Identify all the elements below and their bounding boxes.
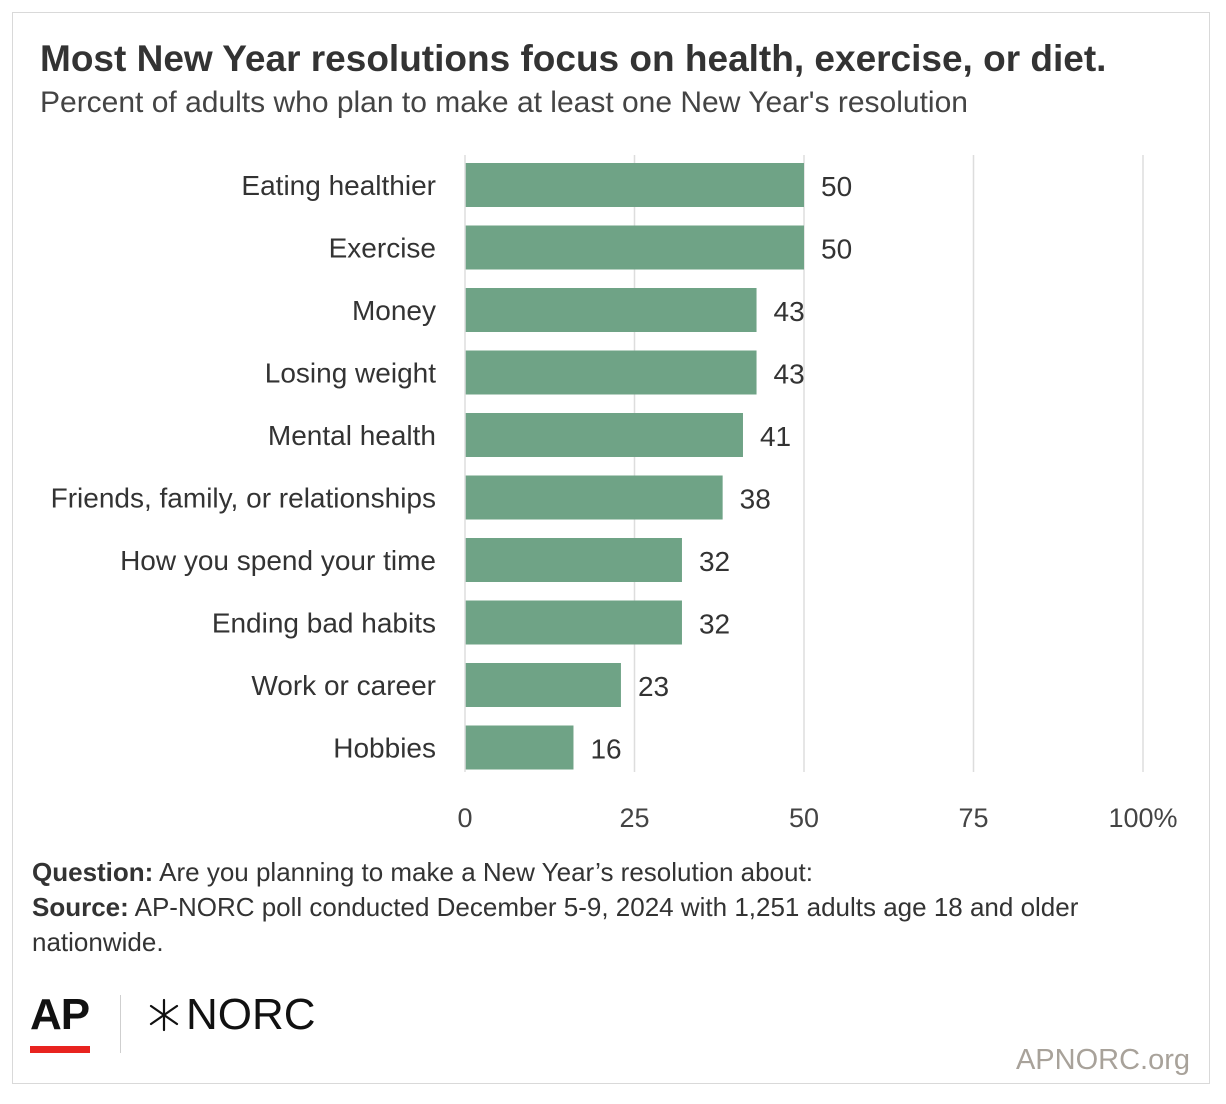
source-text: AP-NORC poll conducted December 5-9, 202… <box>32 892 1079 957</box>
norc-star-icon <box>149 998 179 1032</box>
category-label: Work or career <box>251 670 436 701</box>
category-label: Losing weight <box>265 358 436 389</box>
bar <box>465 288 757 332</box>
data-label: 50 <box>821 171 852 202</box>
bar <box>465 663 621 707</box>
data-label: 32 <box>699 546 730 577</box>
category-label: Eating healthier <box>241 170 436 201</box>
chart-subtitle: Percent of adults who plan to make at le… <box>40 86 968 119</box>
x-tick-label: 100% <box>1108 803 1177 833</box>
ap-logo: AP <box>30 990 90 1039</box>
x-tick-label: 25 <box>619 803 649 833</box>
footnote: Question: Are you planning to make a New… <box>32 855 1202 960</box>
bar <box>465 413 743 457</box>
source-label: Source: <box>32 892 129 922</box>
bar-chart: 0 25 50 75 100% Eating healthier 50 Exercise 50 M… <box>51 155 1178 833</box>
category-label: Money <box>352 295 436 326</box>
bar <box>465 350 757 395</box>
x-tick-label: 0 <box>457 803 472 833</box>
bar <box>465 725 574 770</box>
category-label: How you spend your time <box>120 545 436 576</box>
logo-divider <box>120 995 121 1053</box>
question-note: Question: Are you planning to make a New… <box>32 855 1202 890</box>
category-label: Ending bad habits <box>212 608 436 639</box>
data-label: 38 <box>740 484 771 515</box>
x-tick-label: 50 <box>789 803 819 833</box>
norc-wordmark: NORC <box>186 990 316 1039</box>
data-label: 23 <box>638 671 669 702</box>
norc-logo: NORC <box>146 990 316 1040</box>
data-label: 32 <box>699 609 730 640</box>
category-label: Exercise <box>329 233 436 264</box>
data-label: 41 <box>760 421 791 452</box>
source-note: Source: AP-NORC poll conducted December … <box>32 890 1202 960</box>
chart-title: Most New Year resolutions focus on healt… <box>40 38 1107 79</box>
bar <box>465 538 682 582</box>
category-label: Hobbies <box>333 733 436 764</box>
bar <box>465 225 804 270</box>
bar <box>465 163 804 207</box>
data-label: 50 <box>821 234 852 265</box>
x-tick-label: 75 <box>958 803 988 833</box>
data-label: 16 <box>590 734 621 765</box>
category-label: Mental health <box>268 420 436 451</box>
bar <box>465 600 682 645</box>
chart-frame <box>12 12 1210 1084</box>
ap-logo-underline <box>30 1046 90 1053</box>
category-label: Friends, family, or relationships <box>51 483 436 514</box>
question-label: Question: <box>32 857 154 887</box>
bar <box>465 475 723 520</box>
site-url: APNORC.org <box>1015 1044 1190 1076</box>
data-label: 43 <box>774 296 805 327</box>
data-label: 43 <box>774 359 805 390</box>
question-text: Are you planning to make a New Year’s re… <box>153 857 813 887</box>
